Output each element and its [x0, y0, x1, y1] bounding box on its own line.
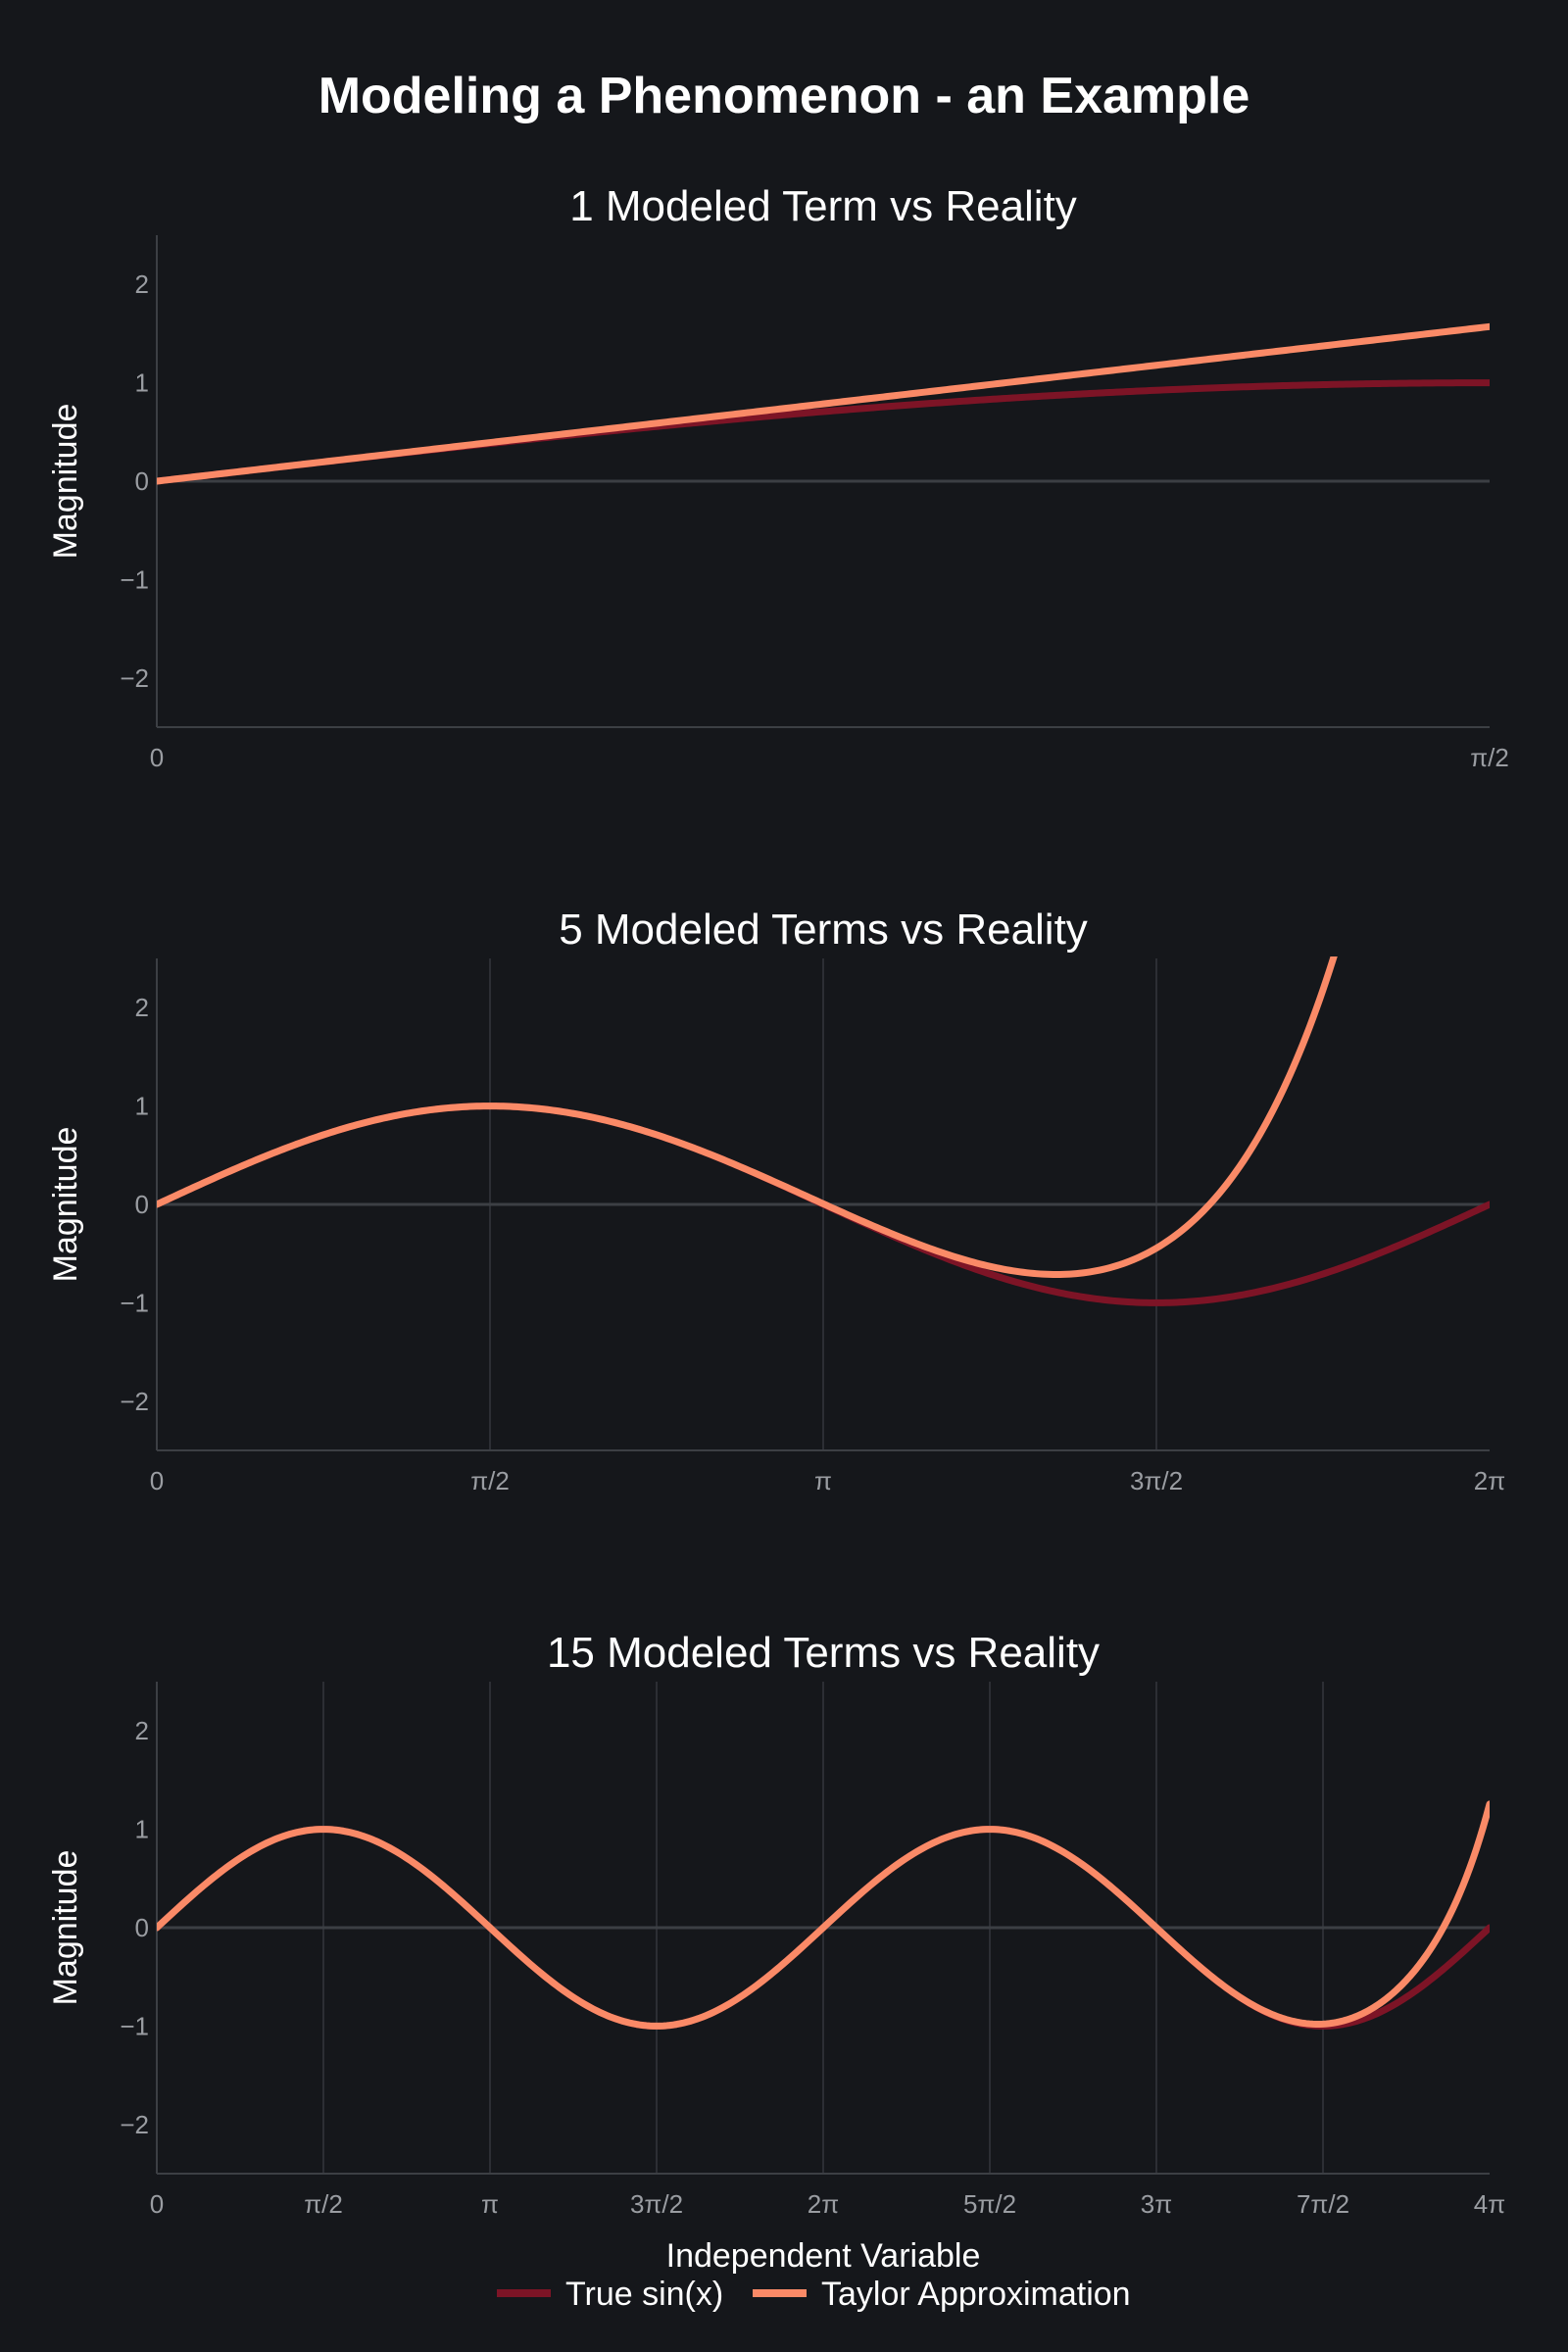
chart-panel-3: 15 Modeled Terms vs Reality 0 π/2 π 3π/2 2π 5π… [47, 1629, 1505, 2219]
x-tick-label: 0 [150, 1466, 164, 1495]
y-tick-label: 1 [135, 1092, 149, 1121]
x-tick-label: 3π/2 [630, 2189, 683, 2219]
y-axis-label: Magnitude [47, 404, 84, 560]
plot-area [157, 1800, 1490, 2030]
legend-label: Taylor Approximation [821, 2276, 1131, 2313]
series-line-taylor-approximation [157, 956, 1338, 1278]
series-line-taylor-approximation [157, 1800, 1490, 2030]
x-axis-label: Independent Variable [666, 2237, 981, 2275]
x-tick-label: π [814, 1466, 832, 1495]
y-tick-label: 2 [135, 993, 149, 1022]
y-tick-label: 0 [135, 466, 149, 496]
chart-panel-1: 1 Modeled Term vs Reality 0 π/2 2 1 0 −1 −2 Magn… [47, 182, 1509, 772]
y-axis-label: Magnitude [47, 1127, 84, 1283]
y-axis-label: Magnitude [47, 1850, 84, 2006]
legend-item: Taylor Approximation [753, 2276, 1131, 2313]
legend: True sin(x) Taylor Approximation [497, 2276, 1131, 2313]
series-line-taylor-approximation [157, 322, 1490, 485]
plot-area [157, 956, 1490, 1306]
y-tick-label: 2 [135, 270, 149, 299]
x-tick-label: π/2 [470, 1466, 510, 1495]
panel-title: 5 Modeled Terms vs Reality [559, 906, 1088, 954]
panel-title: 1 Modeled Term vs Reality [569, 182, 1077, 230]
chart-title: Modeling a Phenomenon - an Example [318, 68, 1250, 124]
y-tick-label: 0 [135, 1913, 149, 1942]
y-tick-label: −2 [120, 1387, 149, 1416]
panel-title: 15 Modeled Terms vs Reality [547, 1629, 1100, 1677]
legend-label: True sin(x) [565, 2276, 723, 2313]
x-tick-label: 0 [150, 2189, 164, 2219]
chart-panels: 1 Modeled Term vs Reality 0 π/2 2 1 0 −1 −2 Magn… [47, 182, 1509, 2219]
x-tick-label: 3π [1141, 2189, 1172, 2219]
x-tick-label: 5π/2 [963, 2189, 1016, 2219]
y-tick-label: −1 [120, 1288, 149, 1317]
x-tick-label: π/2 [1470, 743, 1509, 772]
y-tick-label: 2 [135, 1716, 149, 1745]
x-tick-label: π/2 [304, 2189, 343, 2219]
x-tick-label: 3π/2 [1130, 1466, 1183, 1495]
legend-item: True sin(x) [497, 2276, 723, 2313]
x-tick-label: 4π [1474, 2189, 1505, 2219]
y-tick-label: 0 [135, 1190, 149, 1219]
x-tick-label: 7π/2 [1297, 2189, 1349, 2219]
y-tick-label: −2 [120, 2110, 149, 2139]
x-tick-label: 2π [1474, 1466, 1505, 1495]
y-tick-label: 1 [135, 1815, 149, 1844]
chart-panel-2: 5 Modeled Terms vs Reality 0 π/2 π 3π/2 2π 2 1 0… [47, 906, 1505, 1495]
x-tick-label: 0 [150, 743, 164, 772]
plot-area [157, 322, 1490, 485]
series-line-true-sin [157, 379, 1490, 485]
y-tick-label: −1 [120, 2011, 149, 2040]
y-tick-label: 1 [135, 368, 149, 398]
x-tick-label: 2π [808, 2189, 839, 2219]
y-tick-label: −1 [120, 564, 149, 594]
x-tick-label: π [481, 2189, 499, 2219]
y-tick-label: −2 [120, 663, 149, 693]
